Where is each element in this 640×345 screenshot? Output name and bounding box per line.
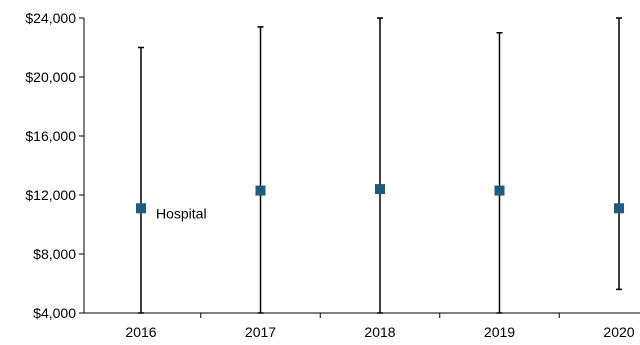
y-tick-label: $24,000 (25, 10, 76, 26)
x-tick-label: 2018 (364, 324, 395, 340)
y-tick-label: $20,000 (25, 69, 76, 85)
annotation-label: Hospital (156, 205, 207, 221)
x-tick-label: 2020 (603, 324, 634, 340)
data-point (494, 185, 505, 196)
y-axis: $4,000 $8,000 $12,000 $16,000 $20,000 $24,000 (25, 10, 85, 321)
x-axis: 2016 2017 2018 2019 2020 (84, 312, 640, 340)
data-point (136, 203, 146, 214)
x-tick-label: 2017 (245, 324, 276, 340)
y-tick-label: $4,000 (33, 305, 76, 321)
x-tick-label: 2019 (484, 324, 515, 340)
y-tick-label: $12,000 (25, 187, 76, 203)
x-tick-label: 2016 (125, 324, 156, 340)
annotations: Hospital (156, 205, 207, 221)
markers (136, 184, 624, 214)
x-ticks: 2016 2017 2018 2019 2020 (125, 313, 635, 340)
y-ticks: $4,000 $8,000 $12,000 $16,000 $20,000 $24,000 (25, 10, 84, 321)
data-point (375, 184, 385, 195)
data-point (614, 203, 624, 214)
y-tick-label: $8,000 (33, 246, 76, 262)
y-tick-label: $16,000 (25, 128, 76, 144)
whiskers (138, 17, 622, 314)
data-point (255, 185, 266, 196)
